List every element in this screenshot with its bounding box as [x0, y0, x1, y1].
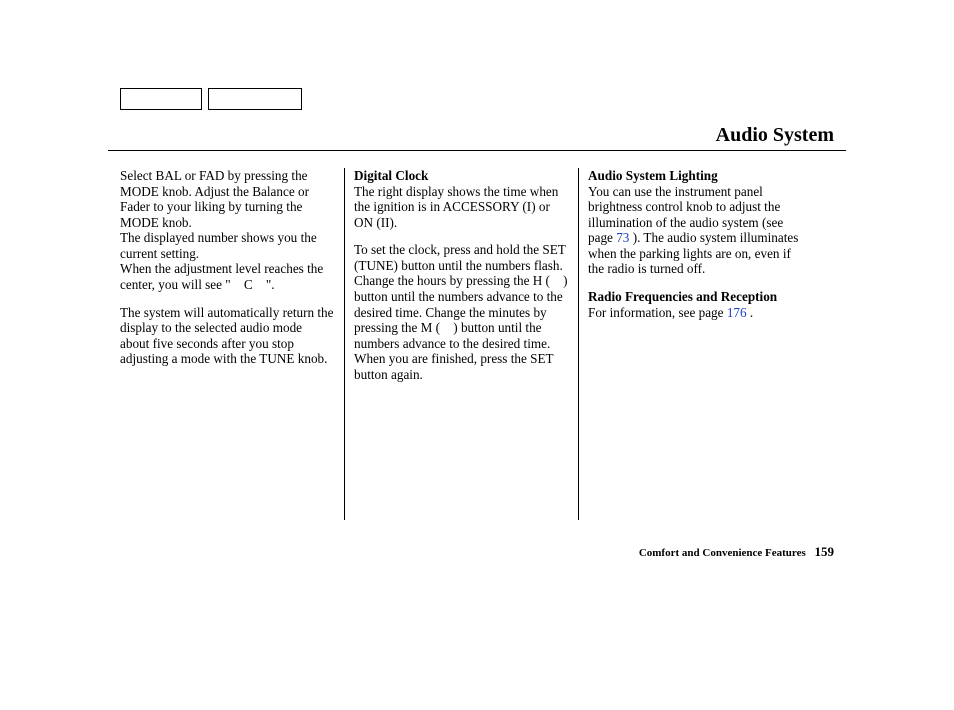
col3-heading-2: Radio Frequencies and Reception [588, 289, 777, 304]
column-3: Audio System Lighting You can use the in… [588, 168, 802, 520]
page-footer: Comfort and Convenience Features 159 [639, 544, 834, 560]
col1-para-1: Select BAL or FAD by pressing the MODE k… [120, 168, 334, 230]
content-columns: Select BAL or FAD by pressing the MODE k… [120, 168, 802, 520]
col3-heading-1: Audio System Lighting [588, 168, 718, 183]
header-box-1 [120, 88, 202, 110]
column-divider-1 [334, 168, 354, 520]
column-1: Select BAL or FAD by pressing the MODE k… [120, 168, 334, 520]
page-link-73[interactable]: 73 [616, 230, 629, 245]
col1-para-3: When the adjustment level reaches the ce… [120, 261, 334, 292]
page-link-176[interactable]: 176 [727, 305, 747, 320]
title-rule [108, 150, 846, 151]
header-box-2 [208, 88, 302, 110]
col3-para-2b: . [747, 305, 754, 320]
col2-para-2: To set the clock, press and hold the SET… [354, 242, 568, 382]
col1-para-2: The displayed number shows you the curre… [120, 230, 334, 261]
col1-para-4: The system will automatically return the… [120, 305, 334, 367]
footer-page-number: 159 [815, 544, 835, 559]
page-title: Audio System [716, 124, 834, 147]
column-divider-2 [568, 168, 588, 520]
col2-heading: Digital Clock [354, 168, 428, 183]
col2-para-1: The right display shows the time when th… [354, 184, 558, 230]
document-page: Audio System Select BAL or FAD by pressi… [0, 0, 954, 710]
header-boxes [120, 88, 302, 110]
footer-section-label: Comfort and Convenience Features [639, 547, 806, 559]
column-2: Digital Clock The right display shows th… [354, 168, 568, 520]
col3-para-2a: For information, see page [588, 305, 727, 320]
